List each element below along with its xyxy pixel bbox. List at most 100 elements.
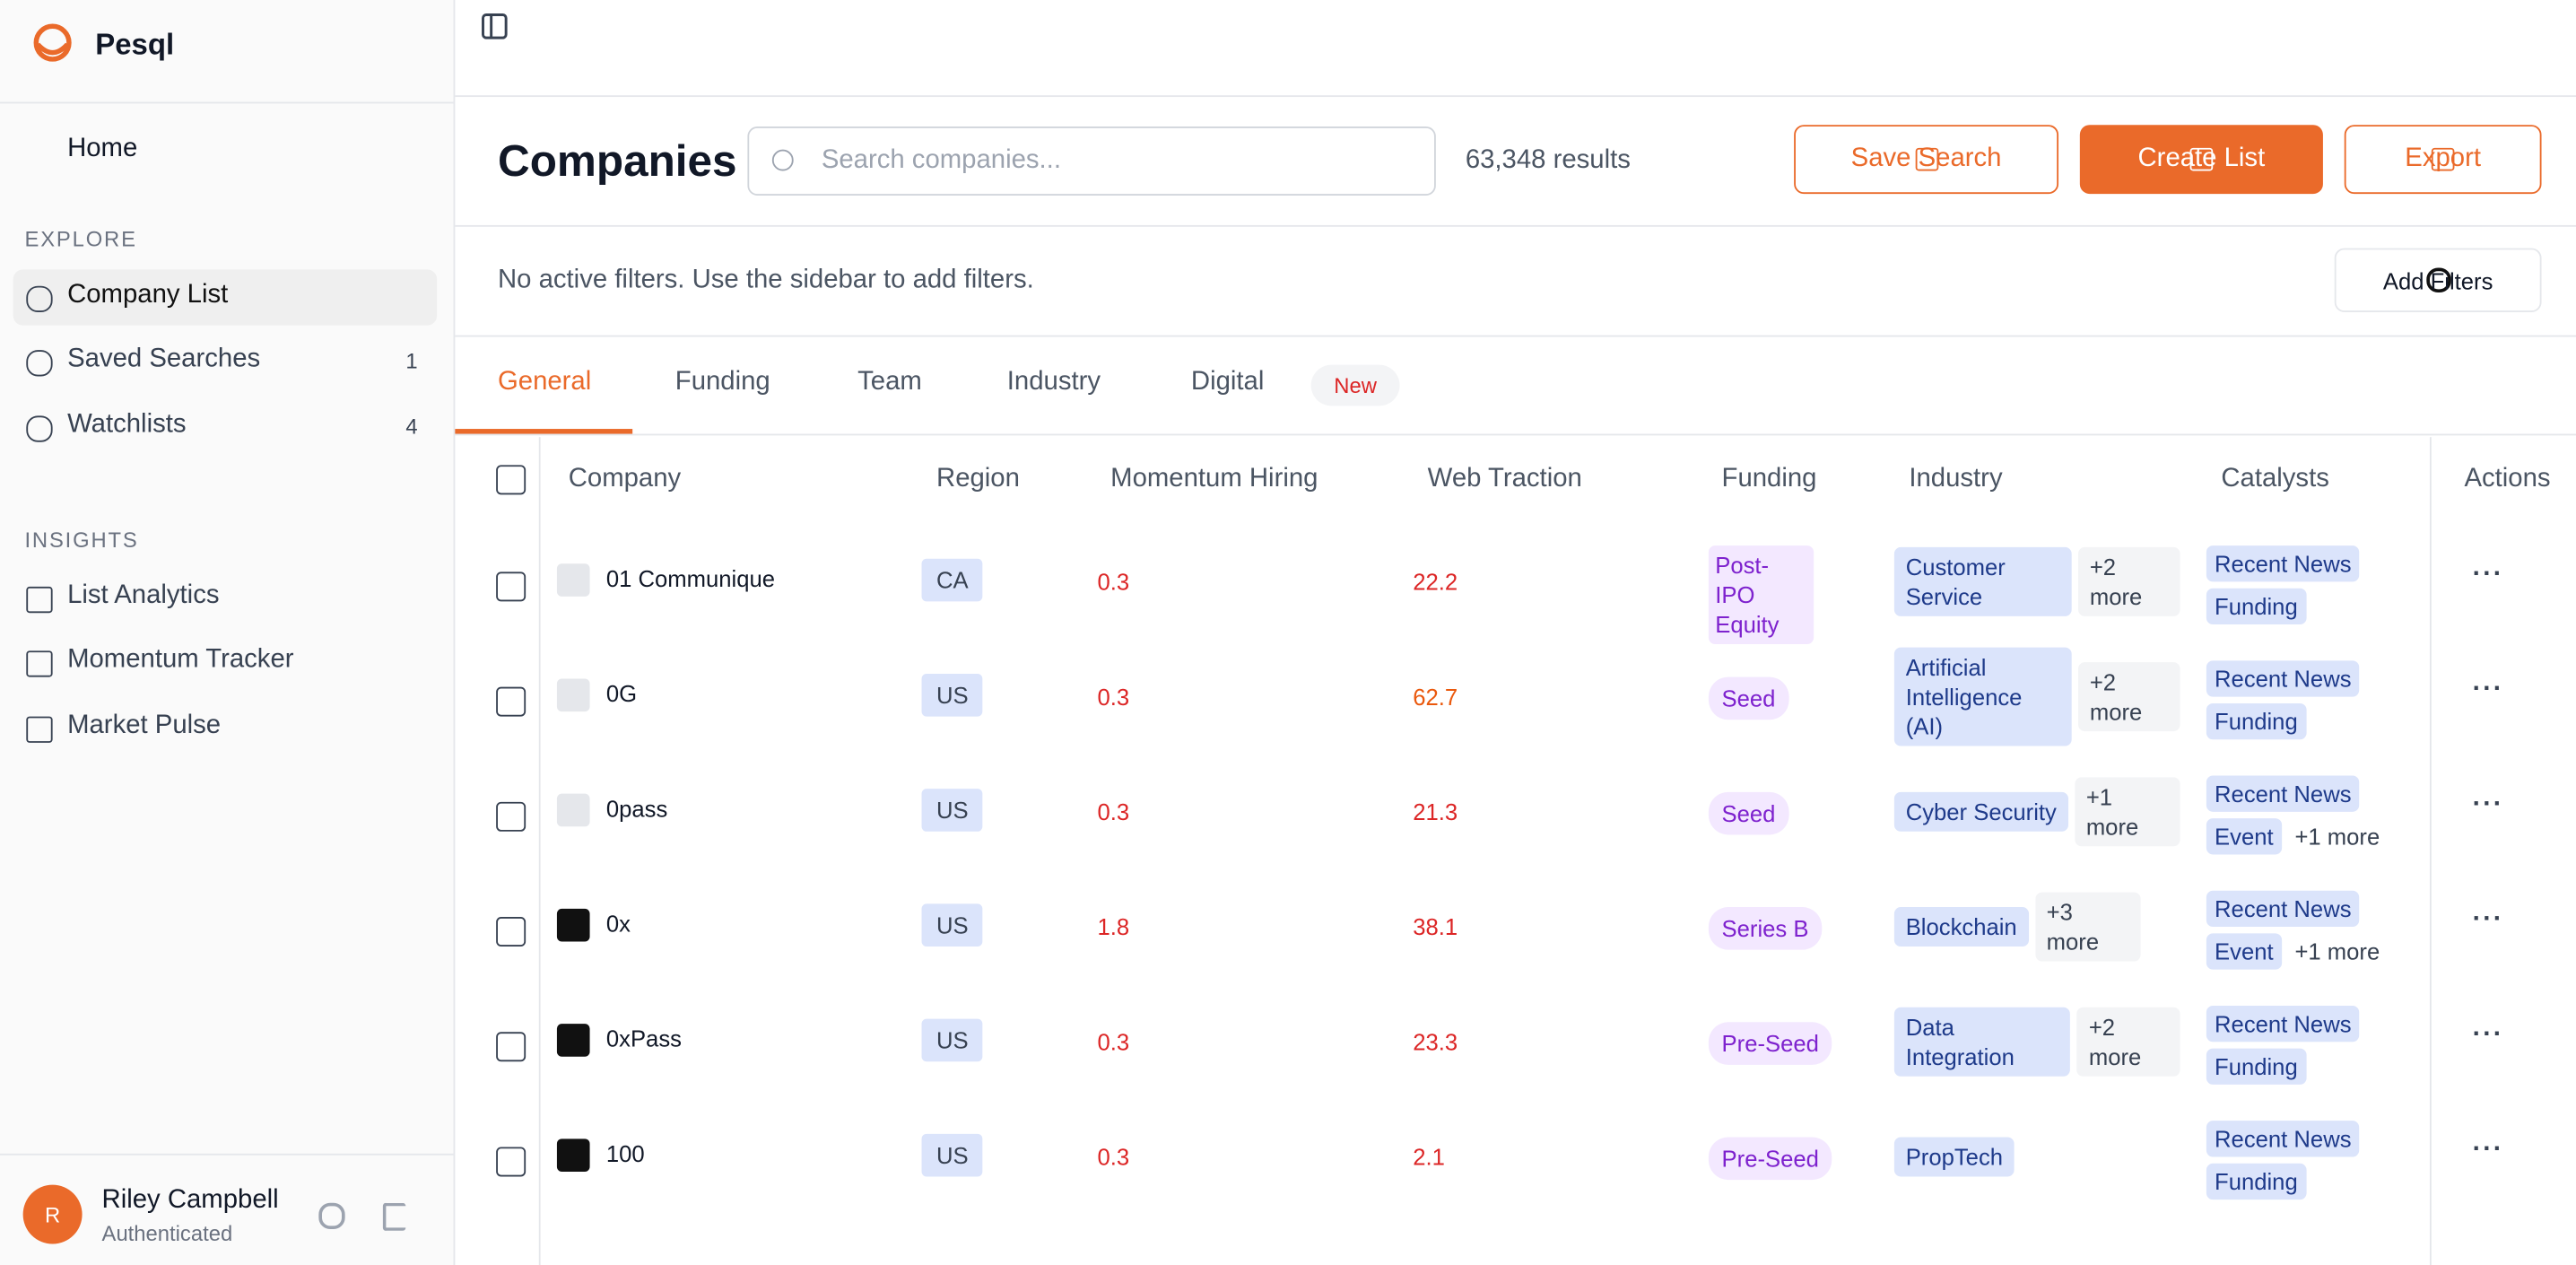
user-name: Riley Campbell (101, 1186, 279, 1215)
industry-cell: Blockchain +3 more (1893, 887, 2187, 966)
region-pill: US (921, 903, 984, 947)
checkbox[interactable] (496, 1032, 527, 1062)
nav-item[interactable]: Market Pulse (67, 711, 222, 739)
catalyst-pill: Funding (2206, 588, 2306, 625)
company-name[interactable]: 0x (605, 910, 631, 938)
logout-icon[interactable] (382, 1202, 406, 1231)
search-placeholder: Search companies... (821, 146, 1061, 175)
row-actions[interactable]: ··· (2472, 1135, 2504, 1164)
checkbox[interactable] (496, 801, 527, 832)
checkbox[interactable] (496, 571, 527, 602)
sidebar-toggle[interactable] (480, 12, 509, 41)
nav-item[interactable]: Company List (67, 281, 229, 310)
checkbox[interactable] (496, 917, 527, 947)
nav-item[interactable]: Watchlists (67, 410, 187, 439)
search-icon (771, 149, 794, 171)
column-header: Momentum Hiring (1110, 465, 1318, 493)
header-button[interactable]: Save Search (1794, 125, 2059, 195)
divider (0, 1153, 454, 1156)
column-header: Region (936, 465, 1020, 493)
settings-icon[interactable] (318, 1202, 345, 1230)
industry-pill: Data Integration (1893, 1007, 2071, 1077)
button-label: Add Filters (2382, 266, 2493, 293)
company-name[interactable]: 0G (605, 680, 638, 707)
momentum-hiring: 0.3 (1097, 1143, 1130, 1171)
column-header: Company (568, 465, 682, 493)
nav-item[interactable]: List Analytics (67, 581, 220, 610)
tab-badge: New (1310, 364, 1400, 406)
checkbox[interactable] (496, 465, 527, 495)
button-icon (2431, 147, 2455, 171)
catalyst-pill: Recent News (2206, 775, 2360, 812)
catalyst-more: +1 more (2294, 938, 2380, 965)
company-name[interactable]: 01 Communique (605, 565, 776, 592)
tab[interactable]: Team (857, 368, 922, 397)
nav-icon (26, 414, 53, 441)
funding-pill: Seed (1708, 791, 1789, 835)
web-traction: 2.1 (1413, 1143, 1445, 1171)
button-label: Export (2405, 144, 2481, 173)
row-actions[interactable]: ··· (2472, 790, 2504, 819)
industry-pill: Customer Service (1893, 546, 2072, 616)
button-icon (1914, 147, 1938, 171)
checkbox[interactable] (496, 686, 527, 717)
button-icon (2189, 147, 2214, 171)
catalysts-cell: Recent News Funding (2206, 1118, 2420, 1203)
nav-item[interactable]: Home (67, 135, 138, 163)
nav-count: 4 (405, 413, 418, 439)
company-name[interactable]: 0xPass (605, 1025, 682, 1052)
catalyst-pill: Funding (2206, 1048, 2306, 1085)
results-count: 63,348 results (1465, 146, 1631, 175)
button-label: Save Search (1850, 144, 2002, 173)
row-actions[interactable]: ··· (2472, 1020, 2504, 1049)
company-logo (556, 678, 590, 712)
search-box[interactable]: Search companies... (747, 126, 1436, 196)
industry-more: +1 more (2075, 777, 2180, 847)
company-logo (556, 563, 590, 597)
column-header: Industry (1909, 465, 2003, 493)
divider (455, 335, 2576, 337)
company-logo (556, 908, 590, 942)
header-button[interactable]: Create List (2079, 125, 2323, 195)
logo (33, 23, 72, 62)
tab[interactable]: Digital (1190, 368, 1265, 397)
nav-active (13, 269, 438, 326)
add-filters[interactable]: Add Filters (2334, 248, 2542, 313)
tab-underline (455, 429, 633, 434)
industry-more: +2 more (2077, 1007, 2180, 1077)
checkbox[interactable] (496, 1147, 527, 1177)
company-logo (556, 1024, 590, 1057)
company-logo (556, 1138, 590, 1172)
momentum-hiring: 0.3 (1097, 798, 1130, 825)
column-header: Catalysts (2221, 465, 2329, 493)
divider (0, 101, 454, 104)
row-actions[interactable]: ··· (2472, 905, 2504, 934)
tab[interactable]: General (497, 368, 592, 397)
page-title: Companies (497, 136, 737, 186)
button-label: Create List (2137, 144, 2266, 173)
nav-item[interactable]: Momentum Tracker (67, 646, 294, 675)
catalyst-pill: Recent News (2206, 890, 2360, 928)
nav-count: 1 (405, 348, 418, 374)
funding-pill: Pre-Seed (1708, 1137, 1832, 1181)
nav-item[interactable]: Saved Searches (67, 345, 261, 374)
row-actions[interactable]: ··· (2472, 675, 2504, 703)
section-title: INSIGHTS (24, 527, 139, 553)
industry-pill: PropTech (1893, 1137, 2015, 1177)
industry-cell: Artificial Intelligence (AI) +2 more (1893, 647, 2187, 746)
nav-icon (26, 586, 53, 613)
column-header: Web Traction (1427, 465, 1582, 493)
brand: Pesql (95, 28, 175, 61)
catalyst-pill: Event (2206, 818, 2282, 855)
company-name[interactable]: 100 (605, 1140, 645, 1167)
tab[interactable]: Industry (1006, 368, 1101, 397)
divider (455, 224, 2576, 227)
tab[interactable]: Funding (674, 368, 770, 397)
column-header: Actions (2464, 465, 2551, 493)
catalyst-pill: Funding (2206, 702, 2306, 740)
header-button[interactable]: Export (2344, 125, 2542, 195)
region-pill: US (921, 1133, 984, 1177)
row-actions[interactable]: ··· (2472, 560, 2504, 589)
company-name[interactable]: 0pass (605, 795, 668, 822)
